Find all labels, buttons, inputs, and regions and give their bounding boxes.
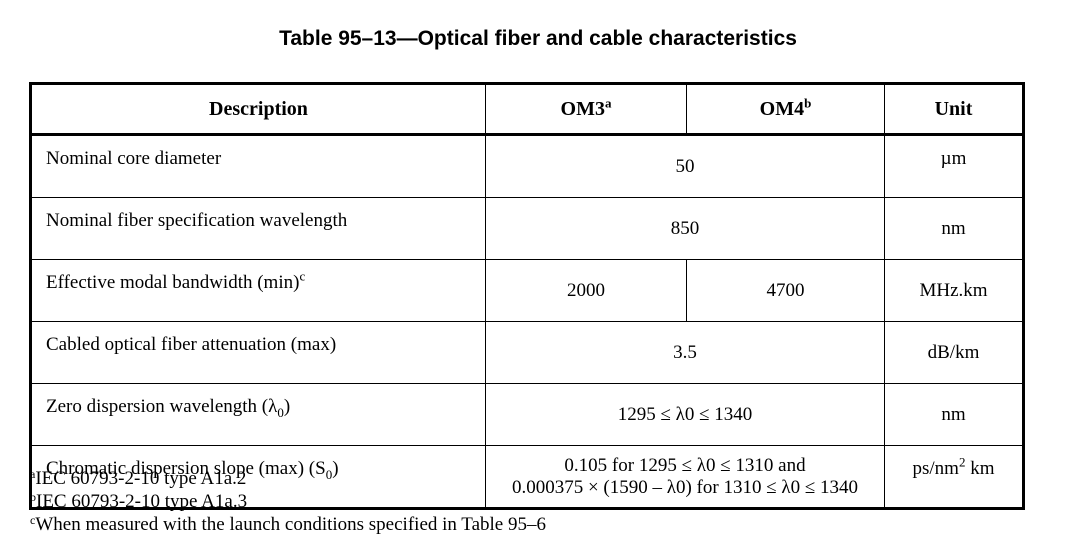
footnote: aIEC 60793-2-10 type A1a.2 xyxy=(30,467,247,489)
row-value-line2: 0.000375 × (1590 – λ0) for 1310 ≤ λ0 ≤ 1… xyxy=(511,476,859,498)
row-value: 3.5 xyxy=(485,321,885,384)
header-om3: OM3a xyxy=(485,83,687,136)
row-om4-value: 4700 xyxy=(686,259,885,322)
row-description: Nominal fiber specification wavelength xyxy=(30,197,486,260)
row-note: c xyxy=(299,268,306,284)
characteristics-table: Description OM3a OM4b Unit Nominal core … xyxy=(29,82,1025,510)
header-om4: OM4b xyxy=(686,83,885,136)
header-om3-note: a xyxy=(604,94,612,110)
row-unit: nm xyxy=(884,383,1024,446)
row-value: 50 xyxy=(485,134,885,198)
row-unit: nm xyxy=(884,197,1024,260)
row-description: Nominal core diameter xyxy=(30,134,486,198)
row-description: Cabled optical fiber attenuation (max) xyxy=(30,321,486,384)
table-row: Chromatic dispersion slope (max) (S0) 0.… xyxy=(30,445,1024,509)
table-row: Nominal fiber specification wavelength 8… xyxy=(30,197,1024,260)
row-unit: MHz.km xyxy=(884,259,1024,322)
row-description: Effective modal bandwidth (min)c xyxy=(30,259,486,322)
header-description: Description xyxy=(30,83,486,136)
footnote: cWhen measured with the launch condition… xyxy=(30,513,546,535)
row-value: 1295 ≤ λ0 ≤ 1340 xyxy=(485,383,885,446)
table-header-row: Description OM3a OM4b Unit xyxy=(30,83,1024,136)
table-title: Table 95–13—Optical fiber and cable char… xyxy=(279,27,797,50)
table-row: Effective modal bandwidth (min)c 2000 47… xyxy=(30,259,1024,322)
row-unit: µm xyxy=(884,134,1024,198)
header-om4-note: b xyxy=(804,94,812,110)
row-value: 850 xyxy=(485,197,885,260)
footnotes: aIEC 60793-2-10 type A1a.2 bIEC 60793-2-… xyxy=(30,467,546,536)
row-value: 0.105 for 1295 ≤ λ0 ≤ 1310 and 0.000375 … xyxy=(485,445,885,509)
table-row: Zero dispersion wavelength (λ0) 1295 ≤ λ… xyxy=(30,383,1024,446)
footnote: bIEC 60793-2-10 type A1a.3 xyxy=(30,490,248,512)
header-unit: Unit xyxy=(884,83,1024,136)
row-description: Chromatic dispersion slope (max) (S0) xyxy=(30,445,486,509)
row-unit: ps/nm2 km xyxy=(884,445,1024,509)
table-row: Cabled optical fiber attenuation (max) 3… xyxy=(30,321,1024,384)
row-value-line1: 0.105 for 1295 ≤ λ0 ≤ 1310 and xyxy=(564,454,806,476)
row-om3-value: 2000 xyxy=(485,259,687,322)
table-row: Nominal core diameter 50 µm xyxy=(30,134,1024,198)
row-unit: dB/km xyxy=(884,321,1024,384)
row-description: Zero dispersion wavelength (λ0) xyxy=(30,383,486,446)
